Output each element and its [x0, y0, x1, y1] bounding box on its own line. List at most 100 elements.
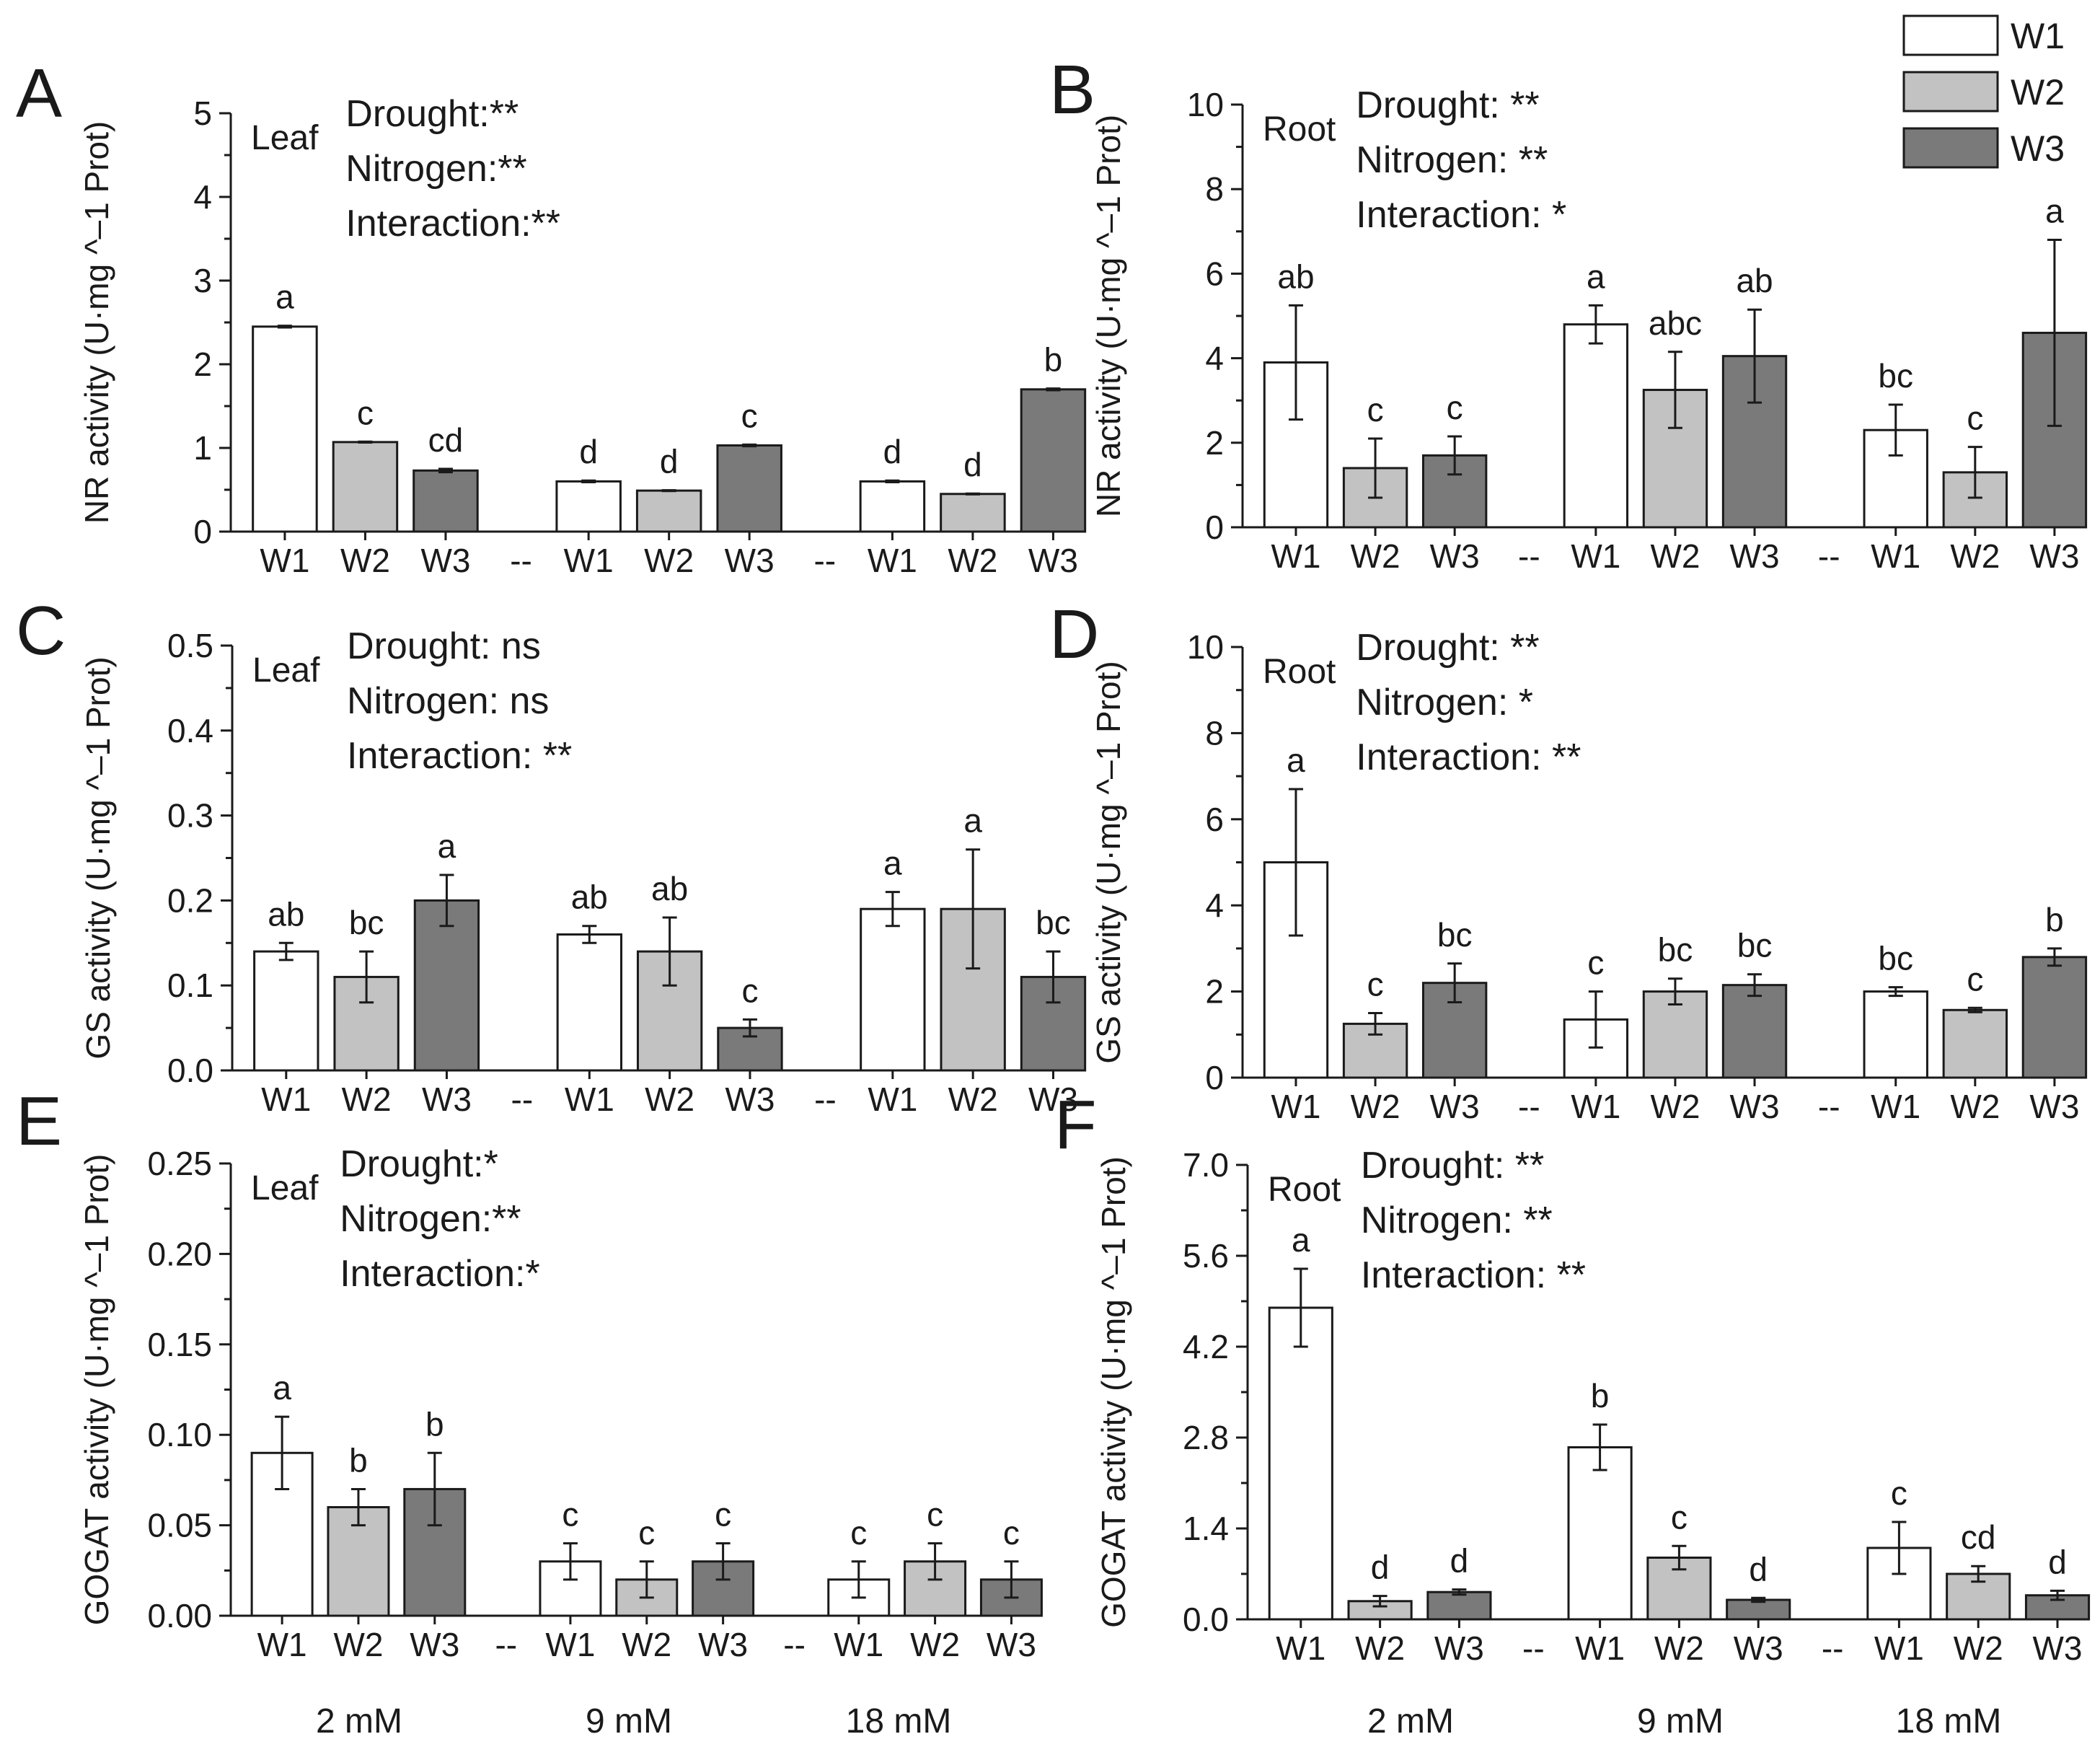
significance-letter: ab [268, 895, 304, 933]
stats-line: Nitrogen:** [340, 1198, 521, 1240]
group-separator: -- [1822, 1629, 1844, 1667]
significance-letter: ab [571, 879, 608, 916]
y-tick-label: 2 [193, 346, 212, 383]
significance-letter: bc [349, 904, 384, 941]
nitrogen-label-left-18mm: 18 mM [846, 1702, 952, 1741]
stats-line: Drought: ** [1356, 84, 1539, 126]
x-tick-label: W3 [2029, 1088, 2079, 1125]
group-separator: -- [813, 542, 836, 579]
group-separator: -- [1522, 1629, 1545, 1667]
nitrogen-label-right-18mm: 18 mM [1896, 1702, 2002, 1741]
stats-line: Nitrogen: * [1356, 682, 1533, 723]
x-tick-label: W3 [2033, 1629, 2083, 1667]
x-tick-label: W3 [410, 1626, 459, 1663]
nitrogen-label-left-2mm: 2 mM [316, 1702, 402, 1741]
stats-line: Drought: ns [347, 625, 541, 667]
nitrogen-label-right-2mm: 2 mM [1367, 1702, 1454, 1741]
panel-letter-a: A [16, 55, 62, 132]
bar-w2 [940, 493, 1006, 533]
stats-line: Interaction:* [340, 1253, 540, 1295]
y-tick-label: 0 [193, 513, 212, 550]
bar-w1 [1567, 1446, 1633, 1621]
significance-letter: ab [1736, 262, 1773, 299]
x-tick-label: W2 [910, 1626, 960, 1663]
x-tick-label: W3 [1734, 1629, 1783, 1667]
group-separator: -- [511, 1081, 534, 1118]
x-tick-label: W3 [1730, 1088, 1780, 1125]
significance-letter: c [741, 397, 758, 434]
significance-letter: d [660, 443, 679, 480]
group-separator: -- [510, 542, 532, 579]
significance-letter: a [1292, 1221, 1310, 1259]
y-tick-label: 0.25 [147, 1145, 212, 1182]
significance-letter: abc [1649, 304, 1702, 342]
significance-letter: c [927, 1496, 943, 1533]
significance-letter: bc [1878, 940, 1913, 977]
bar-w3 [1721, 984, 1788, 1079]
x-tick-label: W2 [1654, 1629, 1704, 1667]
significance-letter: bc [1878, 357, 1913, 395]
stats-line: Drought: ** [1356, 627, 1539, 669]
y-tick-label: 2 [1205, 973, 1224, 1011]
x-tick-label: W2 [342, 1081, 392, 1118]
y-tick-label: 4 [1205, 340, 1224, 377]
x-tick-label: W2 [1650, 1088, 1700, 1125]
bar-w3 [1020, 388, 1087, 533]
legend-swatch-w2 [1902, 71, 1999, 113]
y-tick-label: 1 [193, 429, 212, 467]
y-tick-label: 0.2 [167, 881, 213, 919]
bar-w3 [412, 469, 479, 533]
significance-letter: c [1967, 400, 1983, 437]
y-tick-label: 8 [1205, 170, 1224, 208]
stats-line: Nitrogen:** [345, 148, 526, 190]
bar-w3 [2021, 956, 2088, 1079]
significance-letter: c [1967, 960, 1983, 998]
x-tick-label: W3 [422, 1081, 472, 1118]
x-tick-label: W3 [725, 1081, 775, 1118]
y-tick-label: 3 [193, 262, 212, 299]
legend-label-w2: W2 [2011, 72, 2065, 113]
significance-letter: b [1044, 341, 1063, 379]
stats-line: Drought:* [340, 1143, 498, 1185]
stats-line: Interaction: * [1356, 194, 1566, 236]
x-tick-label: W1 [1571, 1088, 1620, 1125]
panel-d: D 0 2 4 6 8 10 GS activity (U·mg ^–1 Prot) Root D… [1049, 596, 2088, 1125]
y-tick-label: 1.4 [1183, 1510, 1229, 1547]
bar-w2 [635, 489, 702, 533]
significance-letter: cd [1961, 1518, 1996, 1556]
significance-letter: c [357, 394, 374, 431]
y-tick-label: 0.3 [167, 797, 213, 835]
bar-w1 [859, 480, 926, 533]
y-tick-label: 2.8 [1183, 1419, 1229, 1456]
panel-e: E 0.00 0.05 0.10 0.15 0.20 0.25 GOGAT activity … [16, 1083, 1043, 1663]
significance-letter: c [562, 1496, 578, 1533]
y-axis-title: GS activity (U·mg ^–1 Prot) [79, 656, 117, 1059]
x-tick-label: W2 [1950, 1088, 2000, 1125]
group-separator: -- [814, 1081, 837, 1118]
legend-swatch-w1 [1902, 14, 1999, 56]
x-tick-label: W2 [340, 542, 390, 579]
nitrogen-label-left-9mm: 9 mM [586, 1702, 672, 1741]
significance-letter: d [1450, 1542, 1469, 1580]
bar-w1 [1863, 990, 1928, 1079]
x-tick-label: W1 [868, 542, 917, 579]
legend-label-w3: W3 [2011, 128, 2065, 169]
x-tick-label: W3 [1430, 1088, 1480, 1125]
significance-letter: b [349, 1441, 368, 1479]
nitrogen-label-right-9mm: 9 mM [1637, 1702, 1724, 1741]
significance-letter: bc [1437, 916, 1473, 954]
significance-letter: d [579, 433, 598, 470]
significance-letter: b [1591, 1377, 1610, 1414]
y-tick-label: 0.1 [167, 967, 213, 1004]
x-tick-label: W1 [1571, 537, 1620, 575]
x-tick-label: W2 [1650, 537, 1700, 575]
tissue-label: Root [1263, 110, 1336, 149]
x-tick-label: W3 [2029, 537, 2079, 575]
legend: W1 W2 W3 [1902, 14, 2065, 169]
tissue-label: Root [1268, 1171, 1341, 1209]
tissue-label: Leaf [251, 1169, 319, 1207]
group-separator: -- [1518, 1088, 1540, 1125]
bar-w1 [1563, 323, 1629, 529]
bar-w3 [716, 444, 782, 533]
y-axis-title: GOGAT activity (U·mg ^–1 Prot) [1095, 1156, 1132, 1628]
